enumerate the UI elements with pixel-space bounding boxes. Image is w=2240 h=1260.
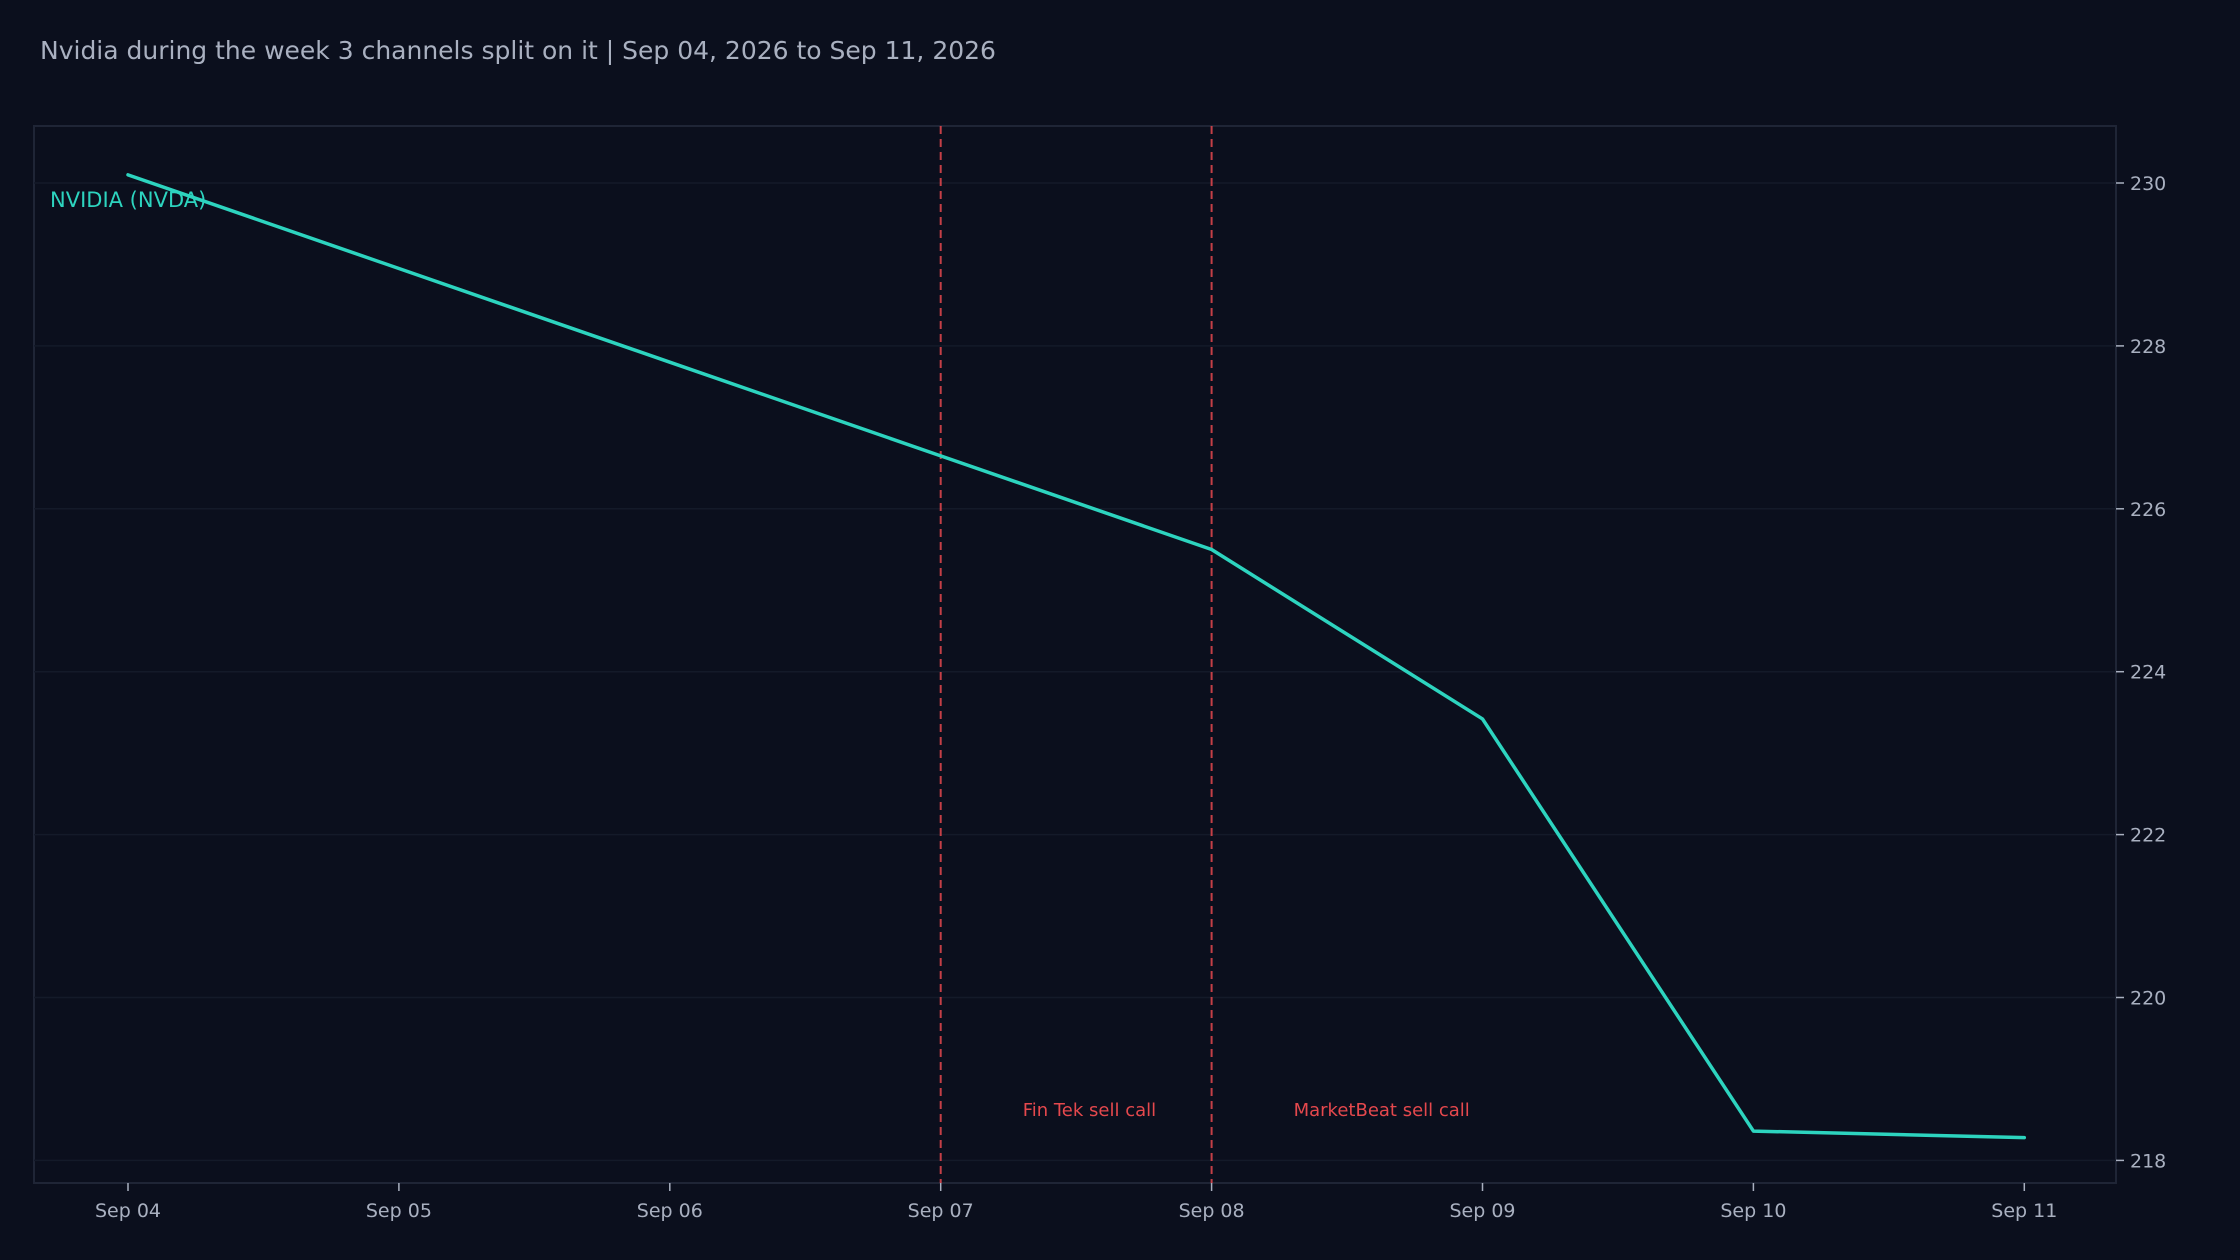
x-tick-label: Sep 09 xyxy=(1449,1200,1515,1222)
x-tick-label: Sep 05 xyxy=(366,1200,432,1222)
plot-frame xyxy=(33,125,2117,1184)
annotations: Fin Tek sell call MarketBeat sell call xyxy=(939,126,1470,1183)
y-tick-label: 218 xyxy=(2130,1150,2166,1172)
series-label: NVIDIA (NVDA) xyxy=(50,188,206,212)
chart-title: Nvidia during the week 3 channels split … xyxy=(40,36,996,65)
y-tick-label: 220 xyxy=(2130,988,2166,1010)
x-tick-label: Sep 07 xyxy=(908,1200,974,1222)
x-tick-label: Sep 11 xyxy=(1991,1200,2057,1222)
x-tick-label: Sep 08 xyxy=(1179,1200,1245,1222)
series-layer: NVIDIA (NVDA) xyxy=(50,173,2027,1140)
annotation-label: Fin Tek sell call xyxy=(1023,1100,1156,1121)
annotation-label: MarketBeat sell call xyxy=(1294,1100,1470,1121)
series-line xyxy=(126,173,2027,1140)
y-tick-label: 230 xyxy=(2130,173,2166,195)
axes: 218 220 222 224 226 228 230 Sep 04 Sep 05 Sep 06 S… xyxy=(95,173,2166,1222)
grid-lines xyxy=(34,182,2116,1162)
y-tick-label: 228 xyxy=(2130,336,2166,358)
x-tick-label: Sep 04 xyxy=(95,1200,161,1222)
y-tick-label: 222 xyxy=(2130,825,2166,847)
y-tick-label: 224 xyxy=(2130,662,2166,684)
x-tick-label: Sep 10 xyxy=(1720,1200,1786,1222)
y-tick-label: 226 xyxy=(2130,499,2166,521)
x-tick-label: Sep 06 xyxy=(637,1200,703,1222)
